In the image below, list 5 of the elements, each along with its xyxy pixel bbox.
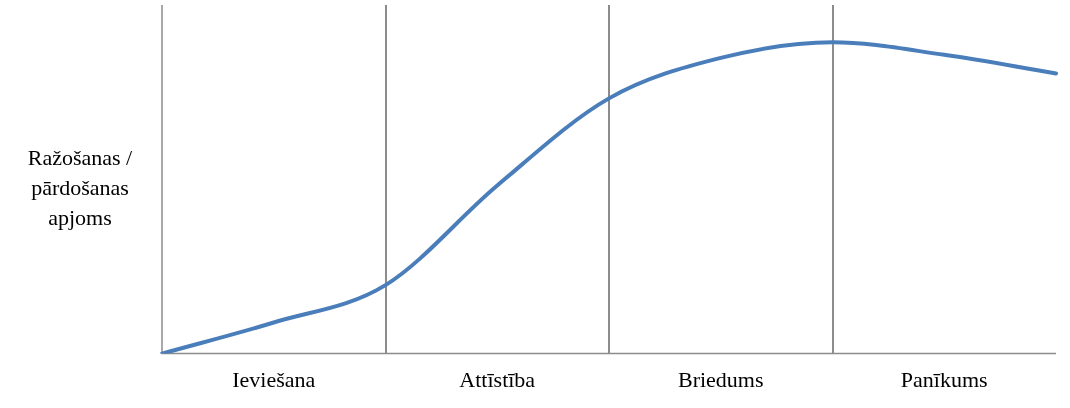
x-tick-label: Briedums bbox=[677, 366, 764, 392]
x-tick-label: Attīstība bbox=[459, 366, 536, 392]
y-axis-title: Ražošanas / pārdošanas apjoms bbox=[26, 144, 134, 232]
x-tick-label: Ieviešana bbox=[232, 366, 316, 392]
x-tick-label: Panīkums bbox=[900, 366, 988, 392]
